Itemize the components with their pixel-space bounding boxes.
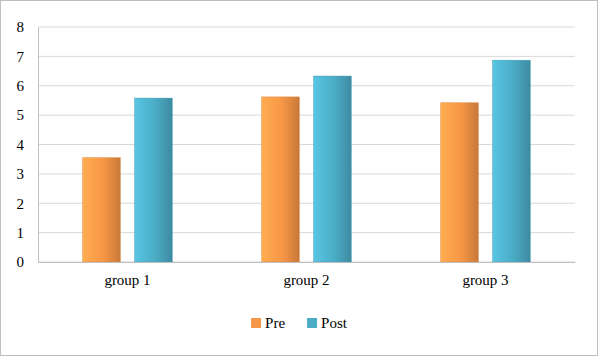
bar <box>493 60 531 262</box>
legend-item: Pre <box>251 315 285 331</box>
y-tick: 4 <box>17 137 39 153</box>
grid <box>38 27 575 262</box>
grid-line <box>38 56 575 57</box>
y-tick: 1 <box>17 225 39 241</box>
y-tick: 2 <box>17 196 39 212</box>
y-tick-label: 5 <box>17 107 25 123</box>
x-tick: group 2 <box>283 262 329 288</box>
legend-item: Post <box>307 315 348 331</box>
chart: 0 1 2 3 4 5 6 7 8 group 1 group 2 group 3 Pre Post <box>0 0 598 356</box>
x-tick: group 1 <box>104 262 150 288</box>
x-axis: group 1 group 2 group 3 <box>39 262 576 288</box>
bar <box>314 76 352 262</box>
y-tick-label: 8 <box>17 19 25 35</box>
y-axis-line <box>38 28 39 263</box>
bar <box>262 97 300 262</box>
legend-label: Pre <box>265 315 285 331</box>
y-axis: 0 1 2 3 4 5 6 7 8 <box>17 19 39 270</box>
y-tick: 3 <box>17 166 39 182</box>
bars <box>83 60 531 262</box>
x-axis-line <box>39 262 576 263</box>
y-tick-label: 2 <box>17 196 25 212</box>
chart-frame <box>1 1 598 356</box>
y-tick-label: 1 <box>17 225 25 241</box>
legend: Pre Post <box>251 315 348 331</box>
y-tick: 0 <box>17 254 39 270</box>
x-tick-label: group 2 <box>283 272 329 288</box>
bar <box>441 103 479 262</box>
x-tick-label: group 3 <box>462 272 508 288</box>
bar <box>135 98 173 262</box>
y-tick-label: 0 <box>17 254 25 270</box>
x-tick: group 3 <box>462 262 508 288</box>
y-tick: 6 <box>17 78 39 94</box>
legend-label: Post <box>321 315 348 331</box>
y-tick: 8 <box>17 19 39 35</box>
plot: 0 1 2 3 4 5 6 7 8 group 1 group 2 group 3 <box>17 19 576 287</box>
y-tick-label: 3 <box>17 166 25 182</box>
y-tick: 5 <box>17 107 39 123</box>
bar <box>83 158 121 262</box>
y-tick-label: 4 <box>17 137 25 153</box>
y-tick-label: 7 <box>17 49 25 65</box>
legend-swatch <box>251 318 261 328</box>
y-tick: 7 <box>17 49 39 65</box>
x-tick-label: group 1 <box>104 272 150 288</box>
legend-swatch <box>307 318 317 328</box>
grid-line <box>38 27 575 28</box>
y-tick-label: 6 <box>17 78 25 94</box>
